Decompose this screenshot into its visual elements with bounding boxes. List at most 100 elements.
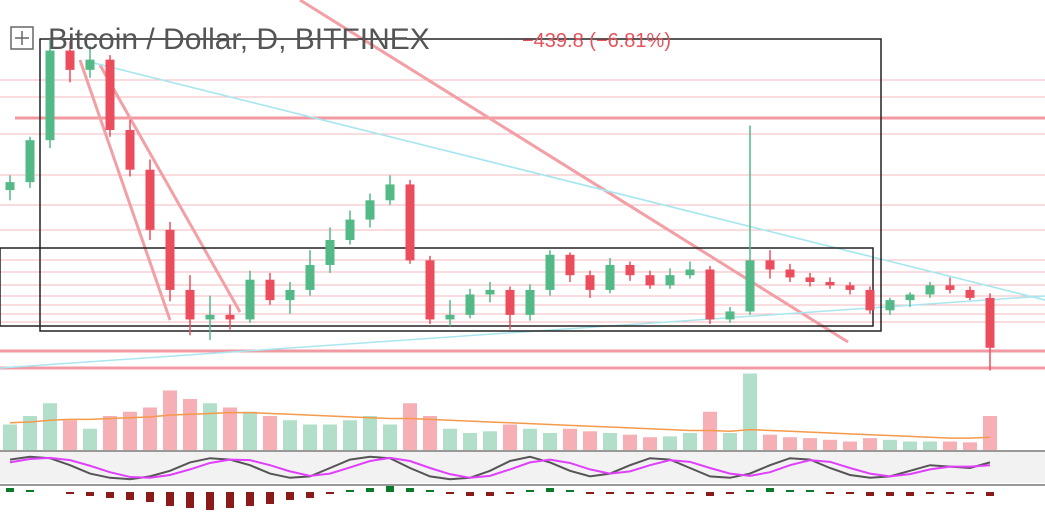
candle-body <box>945 285 955 290</box>
macd-bar <box>866 492 874 496</box>
stoch-line <box>9 456 991 479</box>
candle-body <box>105 59 115 130</box>
macd-bar <box>686 492 694 494</box>
volume-bar <box>343 420 357 450</box>
volume-bar <box>623 434 637 450</box>
volume-bar <box>123 411 137 450</box>
candle-body <box>485 289 495 295</box>
stoch-line <box>9 455 991 481</box>
macd-bar <box>426 490 434 492</box>
candle-body <box>85 59 95 70</box>
candle-body <box>385 184 395 201</box>
volume-bar <box>863 438 877 450</box>
trend-line <box>89 61 1045 301</box>
volume-bar <box>63 420 77 450</box>
macd-bar <box>186 492 194 508</box>
candle-body <box>185 289 195 320</box>
volume-bar <box>443 428 457 450</box>
candle-body <box>505 289 515 315</box>
candle-body <box>725 311 735 320</box>
volume-bar <box>963 442 977 450</box>
volume-bar <box>283 420 297 450</box>
candle-body <box>125 129 135 170</box>
candle-body <box>405 184 415 261</box>
range-box <box>0 247 874 327</box>
macd-bar <box>606 492 614 494</box>
candle-body <box>205 314 215 320</box>
volume-bar <box>103 416 117 450</box>
candle-body <box>145 169 155 230</box>
chart-title: Bitcoin / Dollar, D, BITFINEX <box>48 23 430 56</box>
candle-body <box>365 200 375 220</box>
volume-bar <box>263 416 277 450</box>
macd-bar <box>746 490 754 492</box>
macd-bar <box>806 490 814 492</box>
macd-bar <box>206 492 214 510</box>
volume-bar <box>903 441 917 450</box>
candle-body <box>925 285 935 295</box>
macd-bar <box>366 488 374 492</box>
volume-bar <box>223 407 237 450</box>
volume-bar <box>543 433 557 450</box>
volume-bar <box>203 403 217 450</box>
volume-bar <box>483 431 497 450</box>
volume-bar <box>563 428 577 450</box>
candle-body <box>305 264 315 290</box>
trend-line <box>78 59 172 321</box>
volume-bar <box>183 399 197 450</box>
macd-bar <box>146 492 154 502</box>
volume-bar <box>583 431 597 450</box>
candle-body <box>805 277 815 282</box>
candle-body <box>25 140 35 183</box>
volume-bar <box>83 428 97 450</box>
macd-bar <box>446 492 454 494</box>
volume-bar <box>843 441 857 450</box>
candle-body <box>5 182 15 191</box>
volume-bar <box>663 436 677 450</box>
candle-body <box>685 269 695 276</box>
candle-body <box>465 294 475 315</box>
candle-body <box>525 289 535 315</box>
macd-bar <box>666 492 674 494</box>
macd-bar <box>726 492 734 494</box>
volume-bar <box>383 424 397 450</box>
macd-bar <box>246 492 254 506</box>
macd-bar <box>226 492 234 508</box>
volume-bar <box>323 424 337 450</box>
volume-bar <box>43 403 57 450</box>
volume-bar <box>463 433 477 450</box>
candle-body <box>965 289 975 298</box>
candle-body <box>865 289 875 311</box>
candle-body <box>645 275 655 286</box>
volume-bar <box>943 441 957 450</box>
candle-body <box>825 281 835 286</box>
candle-body <box>225 314 235 320</box>
macd-bar <box>966 492 974 494</box>
candle-body <box>45 50 55 141</box>
volume-bar <box>3 424 17 450</box>
macd-bar <box>826 492 834 494</box>
macd-bar <box>466 492 474 496</box>
macd-bar <box>626 492 634 494</box>
candle-body <box>705 269 715 320</box>
macd-bar <box>706 492 714 496</box>
candle-body <box>325 240 335 265</box>
volume-bar <box>883 439 897 450</box>
drawings <box>0 0 1045 486</box>
volume-bar <box>783 437 797 450</box>
macd-bar <box>326 492 334 494</box>
volume-bar <box>163 390 177 450</box>
volume-bar <box>243 411 257 450</box>
volume-bar <box>423 416 437 450</box>
volume-ma <box>9 411 991 439</box>
candle-body <box>985 297 995 348</box>
macd-bar <box>306 492 314 498</box>
volume-bar <box>983 416 997 450</box>
trend-line <box>299 0 849 344</box>
trend-line <box>98 64 242 313</box>
volume-bar <box>743 373 757 450</box>
candle-body <box>265 279 275 301</box>
candle-body <box>445 314 455 320</box>
candle-body <box>345 219 355 241</box>
volume-bar <box>23 416 37 450</box>
